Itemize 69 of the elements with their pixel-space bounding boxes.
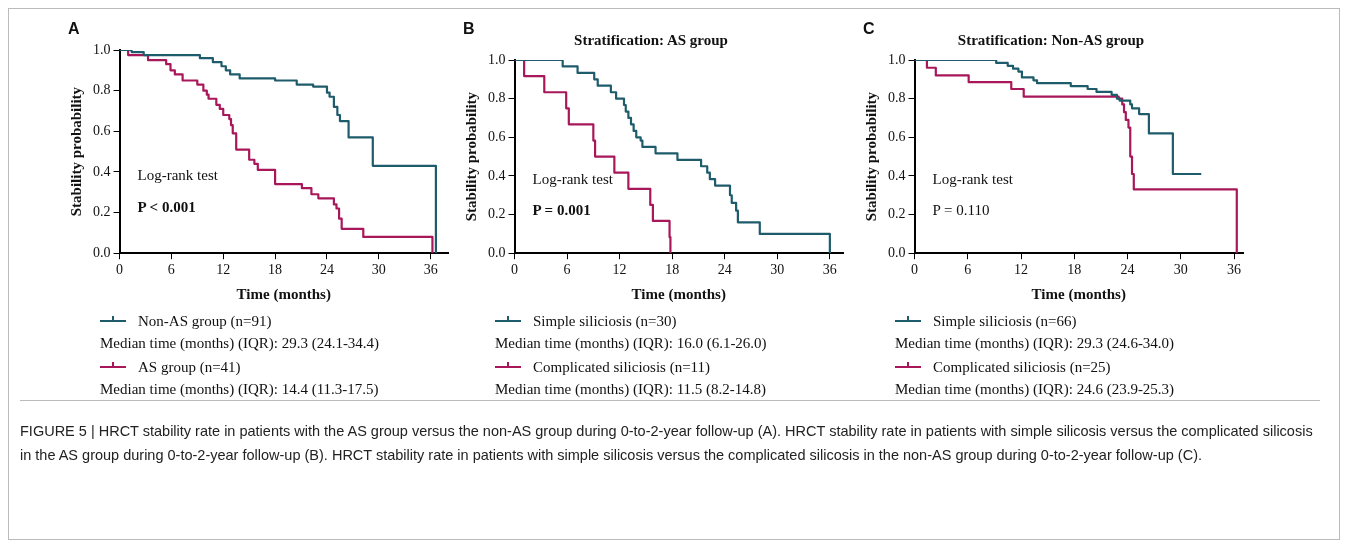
x-tick-label: 30 xyxy=(770,262,785,278)
y-tick-label: 0.4 xyxy=(888,167,906,183)
y-tick-label: 0.4 xyxy=(488,167,506,183)
annotation: P = 0.001 xyxy=(532,201,591,218)
x-axis-title: Time (months) xyxy=(1031,285,1126,303)
x-tick-label: 18 xyxy=(665,262,680,278)
x-axis-title: Time (months) xyxy=(631,285,726,303)
chart-title: Stratification: Non-AS group xyxy=(957,31,1145,48)
annotation: Log-rank test xyxy=(532,170,614,187)
legend-label: Complicated siliciosis (n=11) xyxy=(533,358,711,376)
y-tick-label: 1.0 xyxy=(888,51,906,67)
y-tick-label: 0.2 xyxy=(888,206,906,222)
annotation: P < 0.001 xyxy=(137,199,196,216)
annotation: Log-rank test xyxy=(932,170,1014,187)
annotation: Log-rank test xyxy=(137,166,219,183)
caption: FIGURE 5 | HRCT stability rate in patients with the AS group versus the non-AS group during 0-to-2-year follow-up (A). HRCT stability rate in patients with simple silicosis versus the complicated silicosis in the AS group during 0-to-2-year follow-up (B). HRCT stability rate in patients with simple silicosis versus the complicated silicosis in the non-AS group during 0-to-2-year follow-up (C). xyxy=(20,400,1320,467)
y-tick-label: 0.6 xyxy=(488,128,506,144)
x-tick-label: 0 xyxy=(911,262,918,278)
x-tick-label: 24 xyxy=(319,262,334,278)
y-tick-label: 0.6 xyxy=(93,122,111,138)
x-tick-label: 0 xyxy=(116,262,123,278)
y-tick-label: 1.0 xyxy=(488,51,506,67)
y-tick-label: 0.2 xyxy=(93,204,111,220)
y-tick-label: 0.8 xyxy=(488,90,506,106)
x-tick-label: 36 xyxy=(822,262,837,278)
text: A xyxy=(68,20,80,38)
legend-label: Non-AS group (n=91) xyxy=(138,312,272,330)
x-tick-label: 18 xyxy=(1067,262,1082,278)
legend-label: Simple siliciosis (n=30) xyxy=(533,312,677,330)
x-tick-label: 12 xyxy=(1014,262,1029,278)
text: Median time (months) (IQR): 14.4 (11.3-17.5) xyxy=(100,380,380,399)
x-tick-label: 6 xyxy=(167,262,175,278)
y-tick-label: 0.4 xyxy=(93,163,111,179)
y-tick-label: 0.6 xyxy=(888,128,906,144)
text: Median time (months) (IQR): 29.3 (24.1-34.4) xyxy=(100,334,381,353)
x-tick-label: 24 xyxy=(717,262,732,278)
y-axis-title: Stability probability xyxy=(862,91,879,222)
x-tick-label: 0 xyxy=(511,262,518,278)
y-tick-label: 0.2 xyxy=(488,206,506,222)
x-axis-title: Time (months) xyxy=(236,285,331,303)
text: Median time (months) (IQR): 24.6 (23.9-25.3) xyxy=(895,380,1176,399)
annotation: P = 0.110 xyxy=(932,201,990,218)
x-tick-label: 6 xyxy=(964,262,972,278)
y-tick-label: 0.0 xyxy=(93,244,111,260)
x-tick-label: 12 xyxy=(216,262,231,278)
legend-label: Complicated siliciosis (n=25) xyxy=(933,358,1111,376)
text: B xyxy=(463,20,475,38)
x-tick-label: 24 xyxy=(1120,262,1135,278)
chart-title: Stratification: AS group xyxy=(574,31,728,48)
legend-label: AS group (n=41) xyxy=(138,358,241,376)
x-tick-label: 30 xyxy=(371,262,386,278)
legend-label: Simple siliciosis (n=66) xyxy=(933,312,1077,330)
y-tick-label: 0.8 xyxy=(888,90,906,106)
y-tick-label: 0.0 xyxy=(888,244,906,260)
x-tick-label: 12 xyxy=(612,262,627,278)
text: Median time (months) (IQR): 16.0 (6.1-26.0) xyxy=(495,334,768,353)
y-tick-label: 0.0 xyxy=(488,244,506,260)
text: Median time (months) (IQR): 29.3 (24.6-34.0) xyxy=(895,334,1176,353)
text: Median time (months) (IQR): 11.5 (8.2-14.8) xyxy=(495,380,768,399)
text: C xyxy=(863,20,875,38)
x-tick-label: 18 xyxy=(268,262,283,278)
x-tick-label: 36 xyxy=(423,262,438,278)
y-tick-label: 0.8 xyxy=(93,82,111,98)
y-axis-title: Stability probability xyxy=(67,86,84,217)
y-tick-label: 1.0 xyxy=(93,41,111,57)
x-tick-label: 6 xyxy=(563,262,571,278)
x-tick-label: 36 xyxy=(1227,262,1242,278)
x-tick-label: 30 xyxy=(1173,262,1188,278)
y-axis-title: Stability probability xyxy=(462,91,479,222)
